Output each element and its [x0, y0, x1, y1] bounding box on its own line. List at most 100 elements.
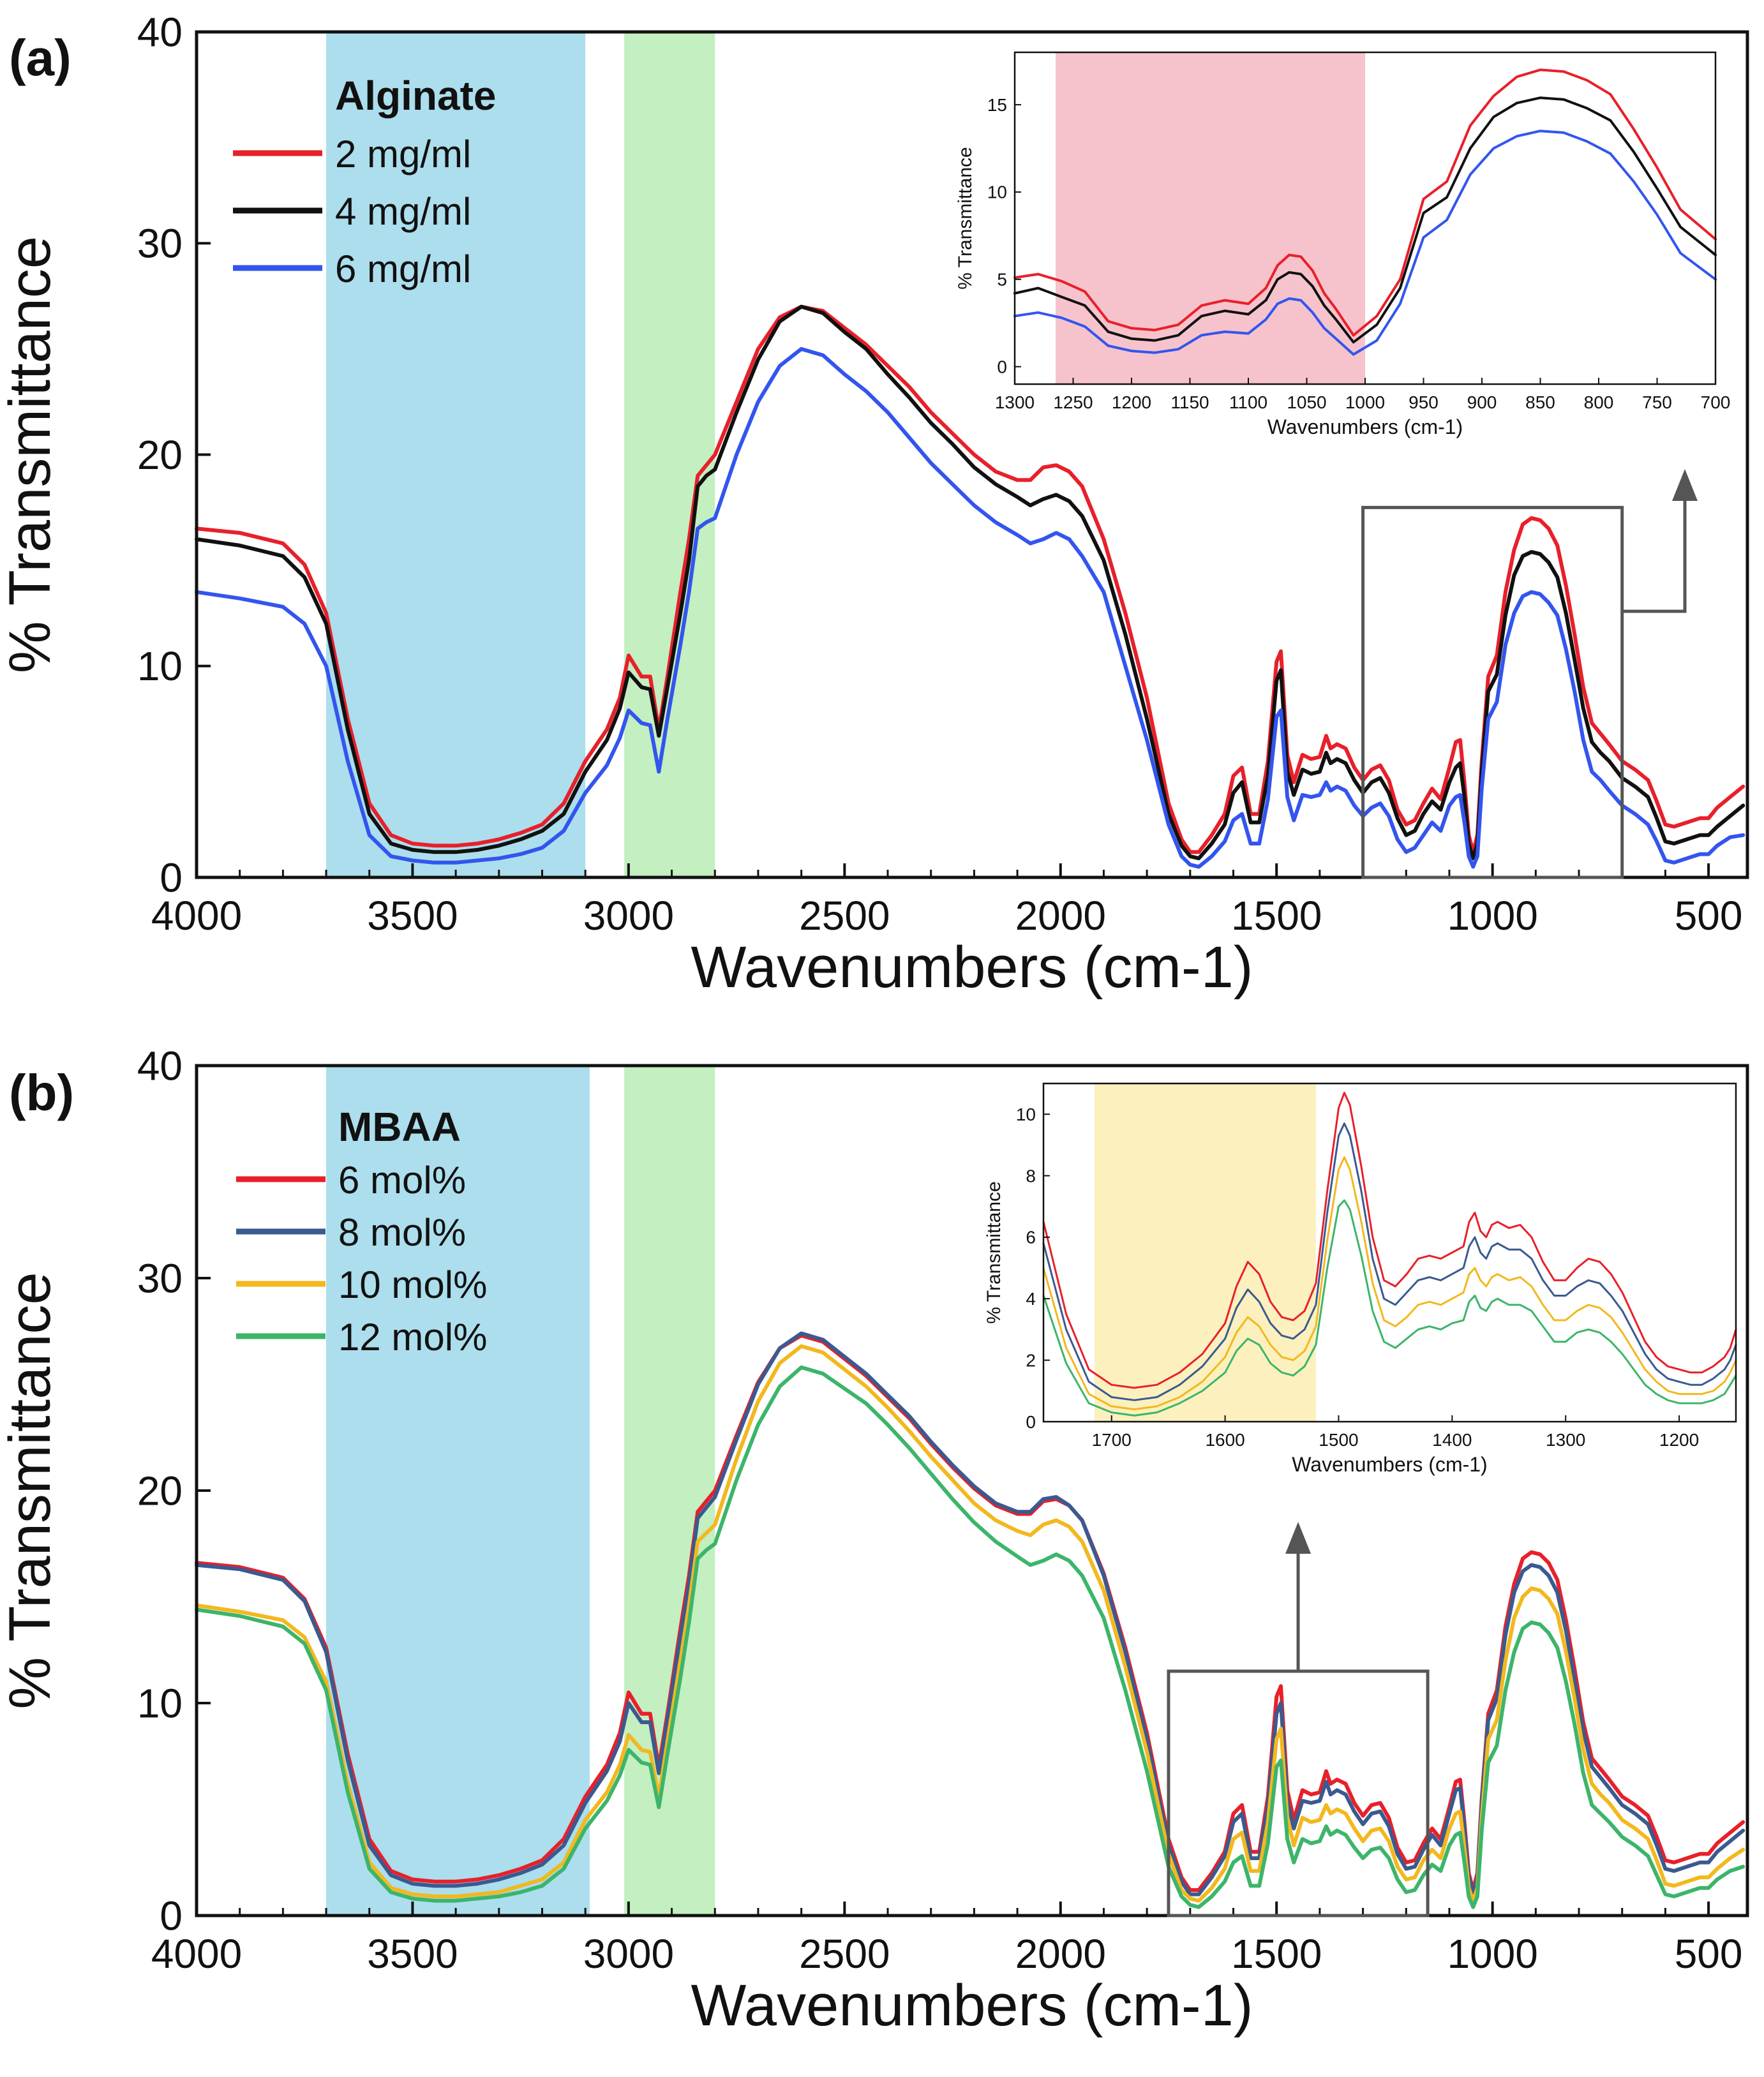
b-main-x-tick-label: 2500 — [799, 1931, 890, 1977]
b-main-y-tick-label: 0 — [160, 1893, 183, 1939]
a-zoom-box — [1361, 505, 1624, 879]
a-inset-y-tick-label: 10 — [987, 182, 1007, 202]
b-inset-y-axis-title: % Transmittance — [983, 1181, 1005, 1323]
a-inset-y-tick-label: 5 — [997, 270, 1007, 290]
a-main-legend-label: 2 mg/ml — [335, 133, 471, 175]
a-main-y-tick-label: 40 — [137, 9, 183, 55]
a-inset-x-tick-label: 1250 — [1053, 392, 1093, 412]
b-inset-series-12-mol- — [1042, 1199, 1737, 1417]
b-zoom-arrowhead — [1285, 1522, 1312, 1554]
b-main-y-tick-label: 40 — [137, 1043, 183, 1089]
b-main-x-tick-label: 4000 — [151, 1931, 242, 1977]
b-inset-x-tick-label: 1600 — [1205, 1430, 1245, 1450]
b-inset-series-6-mol- — [1042, 1092, 1737, 1389]
a-inset-x-tick-label: 700 — [1701, 392, 1731, 412]
b-inset-x-axis-title: Wavenumbers (cm-1) — [1292, 1453, 1487, 1476]
b-inset-chart: 1700 1600 1500 1400 1300 1200 0 2 4 6 8 10 Wavenumbe… — [983, 1082, 1737, 1476]
b-main-chart: 4000 3500 3000 2500 2000 1500 1000 500010203040… — [0, 1043, 1749, 2038]
a-main-y-tick-label: 30 — [137, 221, 183, 267]
b-inset-series-8-mol- — [1042, 1122, 1737, 1401]
a-zoom-arrowhead — [1672, 469, 1698, 501]
a-main-legend-label: 4 mg/ml — [335, 190, 471, 233]
a-main-x-tick-label: 500 — [1675, 893, 1743, 939]
b-inset-plot-frame — [1042, 1082, 1737, 1423]
a-inset-x-tick-label: 1000 — [1345, 392, 1385, 412]
a-main-x-tick-label: 2000 — [1015, 893, 1106, 939]
a-inset-x-tick-label: 1150 — [1170, 392, 1209, 412]
a-main-legend-title: Alginate — [335, 73, 496, 119]
a-main-chart: 4000 3500 3000 2500 2000 1500 1000 500 0 10 20 30 40… — [0, 9, 1749, 1000]
b-main-x-axis-title: Wavenumbers (cm-1) — [691, 1973, 1253, 2038]
b-main-y-tick-label: 30 — [137, 1255, 183, 1301]
b-inset-x-tick-label: 1200 — [1659, 1430, 1699, 1450]
b-inset-x-tick-label: 1500 — [1319, 1430, 1358, 1450]
a-main-x-axis-title: Wavenumbers (cm-1) — [691, 935, 1253, 1000]
a-inset-x-tick-label: 750 — [1642, 392, 1672, 412]
b-main-legend-label: 6 mol% — [338, 1159, 466, 1202]
a-main-x-tick-label: 1500 — [1231, 893, 1322, 939]
a-inset-x-tick-label: 1100 — [1229, 392, 1267, 412]
b-inset-y-tick-label: 8 — [1026, 1166, 1036, 1186]
b-main-legend-label: 12 mol% — [338, 1316, 487, 1359]
b-main-series-10-mol- — [195, 1344, 1745, 1903]
a-main-legend-label: 6 mg/ml — [335, 248, 471, 290]
b-main-x-tick-label: 3500 — [367, 1931, 458, 1977]
b-inset-series-10-mol- — [1042, 1156, 1737, 1411]
b-main-x-tick-label: 500 — [1675, 1931, 1743, 1977]
b-inset-x-tick-label: 1300 — [1546, 1430, 1585, 1450]
b-main-x-tick-label: 1500 — [1231, 1931, 1322, 1977]
a-inset-series-2-mg-ml — [1013, 68, 1717, 337]
panel-label-a: (a) — [9, 29, 71, 86]
a-inset-y-tick-label: 0 — [997, 357, 1007, 376]
a-main-x-tick-label: 3000 — [583, 893, 674, 939]
b-main-y-tick-label: 10 — [137, 1680, 183, 1726]
a-main-y-tick-label: 0 — [160, 854, 183, 900]
b-main-legend-title: MBAA — [338, 1104, 461, 1150]
b-inset-y-tick-label: 0 — [1026, 1412, 1036, 1432]
a-inset-series-4-mg-ml — [1013, 96, 1717, 344]
b-inset-y-tick-label: 2 — [1026, 1350, 1036, 1370]
b-main-legend-label: 8 mol% — [338, 1211, 466, 1254]
a-inset-x-axis-title: Wavenumbers (cm-1) — [1267, 415, 1463, 438]
b-inset-y-tick-label: 4 — [1026, 1289, 1036, 1309]
b-main-band-1 — [624, 1066, 715, 1916]
b-main-y-tick-label: 20 — [137, 1468, 183, 1514]
a-inset-x-tick-label: 850 — [1525, 392, 1555, 412]
b-inset-x-tick-label: 1400 — [1432, 1430, 1472, 1450]
a-main-x-tick-label: 4000 — [151, 893, 242, 939]
a-inset-x-tick-label: 1300 — [995, 392, 1035, 412]
a-main-series-4-mg-ml — [195, 304, 1745, 861]
b-inset-band-0 — [1095, 1083, 1316, 1422]
b-main-series-12-mol- — [195, 1365, 1745, 1909]
b-inset-y-tick-label: 6 — [1026, 1228, 1036, 1247]
a-main-x-tick-label: 3500 — [367, 893, 458, 939]
a-main-x-tick-label: 2500 — [799, 893, 890, 939]
a-main-y-tick-label: 10 — [137, 643, 183, 689]
b-inset-y-tick-label: 10 — [1016, 1105, 1036, 1124]
a-inset-x-tick-label: 900 — [1467, 392, 1497, 412]
b-main-y-axis-title: % Transmittance — [0, 1272, 63, 1709]
a-main-series-6-mg-ml — [195, 346, 1745, 869]
a-main-y-tick-label: 20 — [137, 432, 183, 478]
a-zoom-arrow-line — [1622, 498, 1687, 613]
a-inset-series-6-mg-ml — [1013, 130, 1717, 356]
a-inset-chart: 1300 1250 1200 1150 1100 1050 1000 950 900 850 800… — [955, 51, 1731, 438]
b-main-x-tick-label: 2000 — [1015, 1931, 1106, 1977]
a-inset-x-tick-label: 1200 — [1112, 392, 1151, 412]
b-main-band-0 — [326, 1066, 590, 1916]
b-main-legend-label: 10 mol% — [338, 1263, 487, 1306]
a-main-y-axis-title: % Transmittance — [0, 236, 63, 673]
a-inset-x-tick-label: 800 — [1584, 392, 1614, 412]
a-inset-x-tick-label: 1050 — [1287, 392, 1326, 412]
b-main-x-tick-label: 1000 — [1447, 1931, 1537, 1977]
b-inset-x-tick-label: 1700 — [1092, 1430, 1132, 1450]
a-main-band-1 — [624, 32, 715, 877]
panel-label-b: (b) — [9, 1064, 74, 1121]
a-inset-x-tick-label: 950 — [1409, 392, 1439, 412]
a-main-x-tick-label: 1000 — [1447, 893, 1537, 939]
b-main-x-tick-label: 3000 — [583, 1931, 674, 1977]
a-inset-y-tick-label: 15 — [987, 95, 1007, 115]
a-main-band-0 — [326, 32, 586, 877]
a-inset-y-axis-title: % Transmittance — [955, 147, 976, 289]
